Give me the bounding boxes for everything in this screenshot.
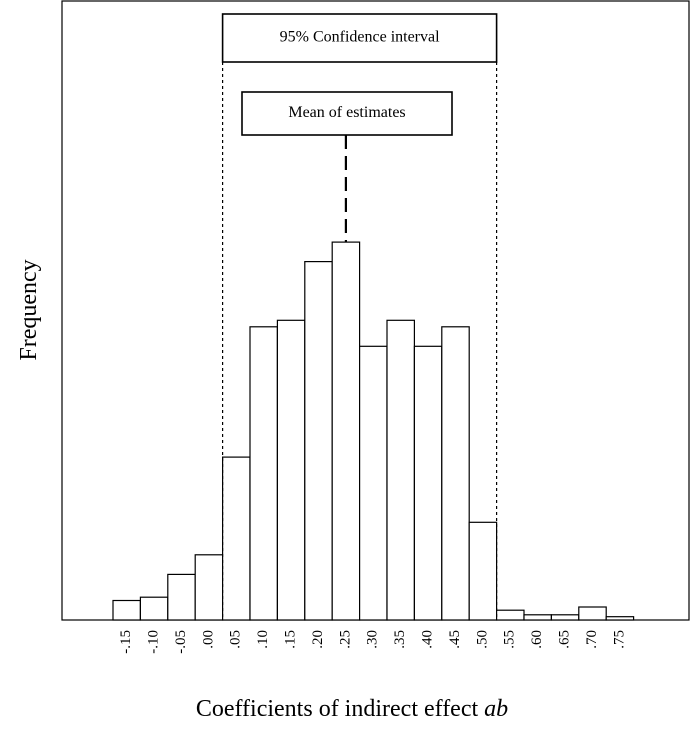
mean-label-box xyxy=(241,91,453,136)
x-tick-label-7: .20 xyxy=(310,630,326,649)
x-tick-label-6: .15 xyxy=(283,630,299,649)
bars-group xyxy=(112,241,635,621)
x-axis-title: Coefficients of indirect effect ab xyxy=(196,696,508,722)
x-tick-label-9: .30 xyxy=(365,630,381,649)
x-tick-label-16: .65 xyxy=(557,630,573,649)
bar-16 xyxy=(550,614,580,621)
x-tick-label-10: .35 xyxy=(392,630,408,649)
x-tick-label-14: .55 xyxy=(502,630,518,649)
bar-6 xyxy=(276,319,306,621)
bar-4 xyxy=(222,456,251,621)
ci-label: 95% Confidence interval xyxy=(280,29,441,46)
x-tick-label-8: .25 xyxy=(337,630,353,649)
x-tick-label-17: .70 xyxy=(584,630,600,649)
x-axis-title-italic: ab xyxy=(484,696,508,722)
ci-label-box xyxy=(221,13,498,63)
bar-7 xyxy=(304,261,333,621)
x-tick-label-15: .60 xyxy=(529,630,545,649)
bar-8 xyxy=(331,241,361,621)
bar-15 xyxy=(523,614,552,621)
mean-label: Mean of estimates xyxy=(288,104,405,121)
bar-9 xyxy=(359,345,388,621)
x-tick-label-1: -.10 xyxy=(146,630,162,654)
bar-0 xyxy=(112,599,141,621)
x-tick-label-12: .45 xyxy=(447,630,463,649)
x-tick-labels: -.15 -.10 -.05 .00 .05 .10 .15 .20 .25 .30 .35 .40.… xyxy=(118,630,627,654)
bar-10 xyxy=(386,319,415,621)
x-tick-label-13: .50 xyxy=(474,630,490,649)
bar-14 xyxy=(496,609,525,621)
x-tick-label-2: -.05 xyxy=(173,630,189,654)
bar-2 xyxy=(167,573,196,621)
bar-12 xyxy=(441,326,470,621)
x-tick-label-4: .05 xyxy=(228,630,244,649)
x-tick-label-0: -.15 xyxy=(118,630,134,654)
y-axis-title: Frequency xyxy=(16,259,42,360)
bar-3 xyxy=(194,554,224,621)
bar-18 xyxy=(605,616,635,621)
x-tick-label-3: .00 xyxy=(200,630,216,649)
bar-1 xyxy=(139,596,169,621)
x-tick-label-18: .75 xyxy=(611,630,627,649)
bar-5 xyxy=(249,326,278,621)
bar-11 xyxy=(413,345,443,621)
annotations-group: 95% Confidence interval Mean of estimate… xyxy=(221,13,498,620)
x-tick-label-11: .40 xyxy=(420,630,436,649)
x-axis-title-prefix: Coefficients of indirect effect xyxy=(196,696,479,722)
x-tick-label-5: .10 xyxy=(255,630,271,649)
bar-13 xyxy=(468,521,498,621)
bar-17 xyxy=(578,606,607,621)
